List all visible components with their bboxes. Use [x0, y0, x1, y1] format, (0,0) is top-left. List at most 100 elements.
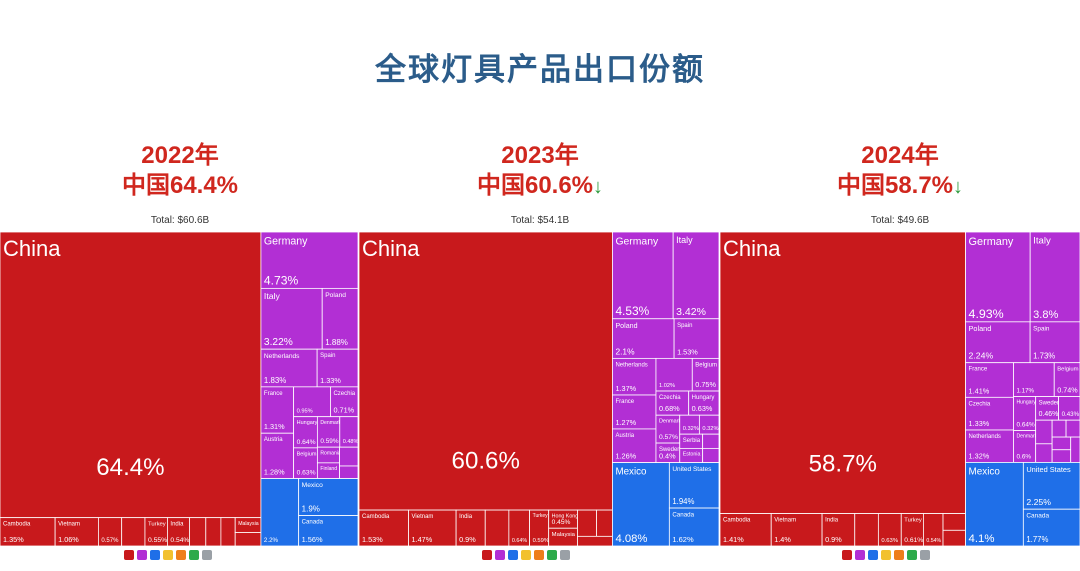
treemap-2023: China 60.6% Cambodia 1.53% Vietnam 1.47% India… — [359, 232, 719, 546]
treemap-label-poland: Poland — [615, 322, 637, 330]
china-share-label: 中国60.6%↓ — [476, 172, 604, 199]
treemap-label-turkey: Turkey — [533, 513, 549, 519]
treemap-label-spain: Spain — [320, 353, 335, 359]
region-legend — [842, 550, 930, 560]
down-arrow-icon: ↓ — [953, 176, 964, 198]
africa-icon — [521, 550, 531, 560]
treemap-value-finland: 0.32% — [702, 426, 718, 432]
treemap-value-turkey: 0.55% — [148, 537, 167, 544]
treemap-cell-chinese-taipei — [484, 509, 510, 546]
treemap-label-mexico: Mexico — [969, 466, 1001, 477]
treemap-label-vietnam: Vietnam — [774, 518, 796, 524]
treemap-value-france: 1.27% — [615, 418, 636, 427]
treemap-value-hungary: 0.64% — [1017, 422, 1035, 429]
treemap-label-france: France — [969, 367, 988, 373]
treemap-value-germany: 4.53% — [615, 304, 649, 318]
treemap-label-canada: Canada — [672, 511, 694, 518]
treemap-label-vietnam: Vietnam — [58, 522, 80, 528]
treemap-label-malaysia: Malaysia — [238, 521, 259, 527]
treemap-label-poland: Poland — [969, 324, 992, 333]
treemap-cell-serbia — [1035, 419, 1053, 445]
panel-2024-header: 2024年 中国58.7%↓ — [720, 142, 1080, 203]
treemap-value-cambodia: 1.41% — [723, 535, 744, 544]
treemap-2022: China 64.4% Cambodia 1.35% Vietnam 1.06% 0.57%… — [0, 232, 358, 546]
treemap-value-canada: 1.56% — [302, 535, 323, 544]
treemap-label-poland: Poland — [325, 292, 346, 299]
treemap-label-czechia: Czechia — [969, 401, 991, 407]
treemap-value-poland: 2.24% — [969, 351, 994, 361]
unknown-icon — [560, 550, 570, 560]
page-title: 全球灯具产品出口份额 — [375, 52, 705, 87]
treemap-label-italy: Italy — [676, 235, 693, 245]
treemap-label-finland: Finland — [320, 466, 337, 472]
treemap-cell-czechia — [965, 396, 1014, 431]
africa-icon — [881, 550, 891, 560]
treemap-label-hungary: Hungary — [1017, 400, 1037, 406]
treemap-cell-italy — [672, 232, 719, 320]
treemap-cell-france — [965, 362, 1014, 398]
treemap-value-mexico: 1.9% — [302, 505, 320, 514]
other-icon — [907, 550, 917, 560]
treemap-value-spain: 1.53% — [677, 347, 698, 356]
treemap-value-vietnam: 1.47% — [412, 535, 433, 544]
europe-icon — [855, 550, 865, 560]
down-arrow-icon: ↓ — [593, 176, 604, 198]
oceania-icon — [534, 550, 544, 560]
china-share-label: 中国58.7%↓ — [836, 172, 964, 199]
treemap-cell-portugal — [702, 447, 719, 464]
treemap-value-vietnam: 1.06% — [58, 535, 79, 544]
asia-icon — [482, 550, 492, 560]
treemap-value-germany: 4.93% — [969, 307, 1004, 321]
treemap-value-thailand: 0.64% — [512, 538, 527, 544]
treemap-cell-south-korea — [220, 517, 236, 546]
treemap-label-hungary: Hungary — [297, 420, 318, 426]
treemap-cell-chinese-taipei — [121, 517, 146, 546]
treemap-cell-portugal — [1051, 449, 1072, 463]
treemap-label-cambodia: Cambodia — [723, 518, 751, 524]
year-label: 2024年 — [861, 142, 939, 169]
asia-icon — [124, 550, 134, 560]
treemap-value-poland: 2.1% — [615, 346, 635, 356]
treemap-label-malaysia: Malaysia — [552, 532, 576, 538]
panel-2022-header: 2022年 中国64.4% — [0, 142, 360, 203]
treemap-value-italy: 3.42% — [676, 306, 706, 318]
treemap-cell-philippines — [577, 509, 597, 537]
treemap-value-netherlands: 1.83% — [264, 376, 286, 385]
treemap-label-germany: Germany — [615, 236, 659, 247]
treemap-label-denmark: Denmark — [659, 419, 682, 425]
treemap-label-netherlands: Netherlands — [969, 434, 1001, 440]
treemap-label-canada: Canada — [1026, 513, 1049, 520]
treemap-value-denmark: 0.57% — [659, 434, 678, 441]
treemap-value-united-kingdom: 1.17% — [1017, 388, 1035, 395]
treemap-label-spain: Spain — [1033, 325, 1050, 332]
treemap-label-estonia: Estonia — [683, 452, 701, 458]
treemap-value-sweden: 0.48% — [343, 439, 358, 445]
treemap-value-mexico: 4.1% — [969, 533, 995, 545]
treemap-label-belgium: Belgium — [297, 451, 317, 457]
treemap-label-belgium: Belgium — [695, 362, 717, 368]
treemap-value-cambodia: 1.53% — [362, 535, 383, 544]
treemap-2024: China 58.7% Cambodia 1.41% Vietnam 1.4% India 0… — [720, 232, 1080, 546]
treemap-cell-spain — [673, 318, 719, 359]
africa-icon — [163, 550, 173, 560]
treemap-label-india: India — [170, 522, 184, 528]
europe-icon — [137, 550, 147, 560]
treemap-value-hungary: 0.63% — [692, 404, 713, 413]
treemap-cell-south-korea — [942, 529, 966, 546]
treemap-value-poland: 1.88% — [325, 338, 348, 347]
treemap-label-belgium: Belgium — [1057, 367, 1078, 373]
treemap-value-belgium: 0.75% — [695, 380, 716, 389]
treemap-label-hong-kong: Hong Kong — [552, 513, 579, 519]
treemap-label-denmark: Denmark — [320, 420, 341, 426]
treemap-value-romania: 0.32% — [683, 426, 699, 432]
treemap-value-denmark: 0.59% — [320, 438, 338, 445]
unknown-icon — [920, 550, 930, 560]
treemap-cell-greece — [339, 446, 358, 467]
treemap-cell-canada — [298, 515, 358, 546]
treemap-value-sweden: 0.46% — [1039, 411, 1059, 418]
treemap-cell-spain — [1029, 321, 1080, 364]
region-legend — [124, 550, 212, 560]
treemap-cell-vietnam — [408, 509, 457, 546]
treemap-label-denmark: Denmark — [1017, 434, 1038, 440]
other-icon — [547, 550, 557, 560]
